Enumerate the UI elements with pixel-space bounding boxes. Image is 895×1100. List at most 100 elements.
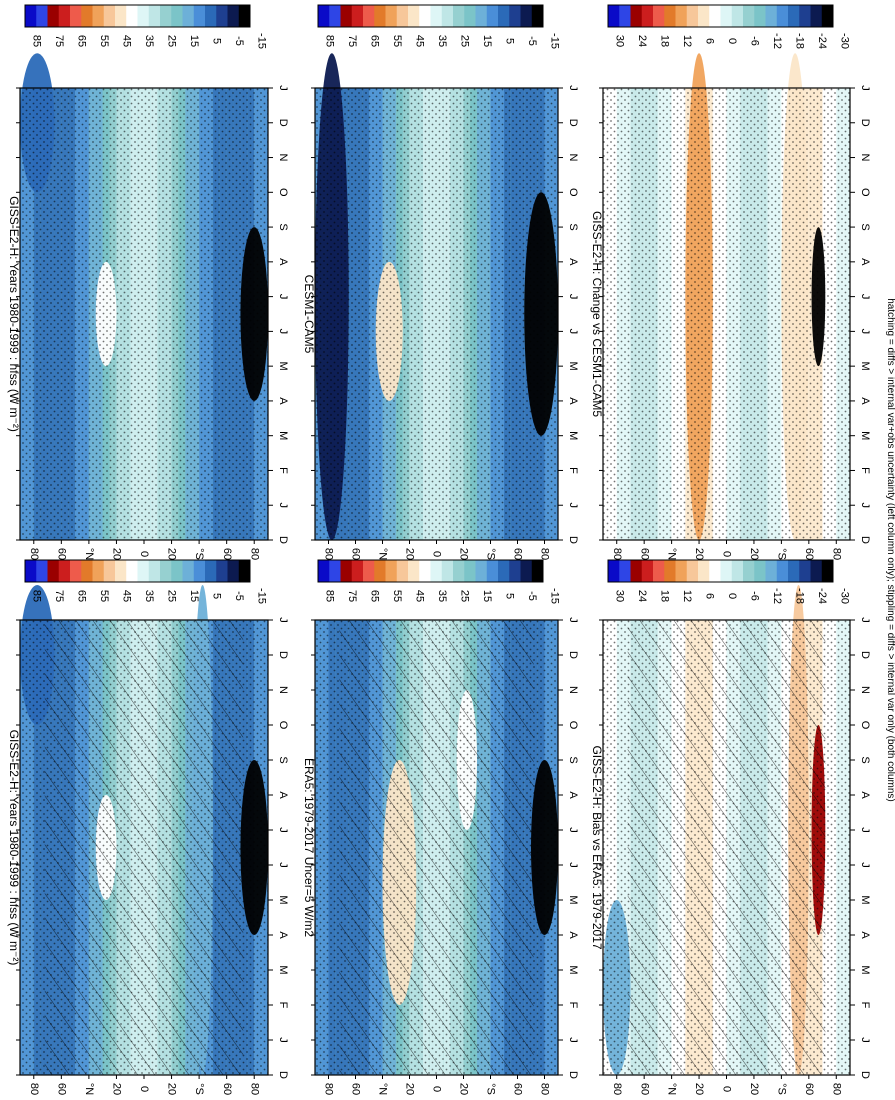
colorbar-swatch	[788, 5, 800, 27]
lat-label: 60	[803, 548, 815, 560]
lat-label: 0	[138, 551, 150, 557]
month-label: D	[277, 536, 289, 544]
colorbar-swatch	[171, 5, 183, 27]
month-label: F	[277, 1002, 289, 1009]
colorbar-label: -12	[771, 33, 783, 49]
colorbar-label: -15	[548, 33, 560, 49]
month-label: J	[859, 862, 871, 868]
colorbar-swatch	[486, 5, 499, 27]
panel-4: D J F M A M J J A S O N D J 80 60 °N 20 0 20 °S 60 80 GISS-E2-H…	[7, 53, 289, 560]
colorbar-label: 75	[53, 590, 65, 602]
month-label: O	[567, 188, 579, 197]
stippling	[315, 88, 558, 540]
month-label: D	[567, 536, 579, 544]
month-label: J	[277, 502, 289, 508]
colorbar-swatch	[408, 560, 420, 582]
colorbar-label: 5	[503, 593, 515, 599]
colorbar-label: -24	[816, 33, 828, 49]
lat-label: 60	[350, 548, 362, 560]
colorbar-swatch	[619, 560, 631, 582]
colorbar-label: 65	[75, 35, 87, 47]
month-label: A	[859, 931, 871, 939]
colorbar-swatch	[520, 5, 533, 27]
colorbar-swatch	[205, 5, 217, 27]
colorbar-label: 25	[458, 590, 470, 602]
colorbar-label: 55	[391, 590, 403, 602]
colorbar-swatch	[58, 5, 71, 27]
colorbar-label: 75	[53, 35, 65, 47]
month-label: J	[277, 862, 289, 868]
colorbar-swatch	[340, 560, 353, 582]
colorbar-frame	[607, 4, 834, 28]
colorbar-label: 55	[98, 35, 110, 47]
colorbar-label: 35	[436, 35, 448, 47]
lat-label: °N	[377, 1083, 389, 1095]
colorbar-swatch	[374, 5, 386, 27]
month-label: O	[277, 721, 289, 730]
colorbar-swatch	[810, 5, 823, 27]
colorbar-swatch	[630, 560, 643, 582]
colorbar-swatch	[619, 5, 631, 27]
lat-label: 80	[323, 1083, 335, 1095]
colorbar-label: 35	[143, 35, 155, 47]
lat-label: 80	[539, 1083, 551, 1095]
lat-label: 80	[830, 548, 842, 560]
colorbar-label: 65	[75, 590, 87, 602]
colorbar-label: -6	[748, 591, 760, 601]
colorbar-swatch	[318, 560, 330, 582]
colorbar-swatch	[464, 5, 476, 27]
colorbar-swatch	[329, 5, 341, 27]
month-label: F	[277, 467, 289, 474]
colorbar-label: 18	[658, 590, 670, 602]
lat-label: 0	[721, 1086, 733, 1092]
lat-label: 20	[693, 1083, 705, 1095]
month-label: O	[277, 188, 289, 197]
month-label: D	[277, 119, 289, 127]
colorbar-swatch	[788, 560, 800, 582]
colorbar-swatch	[453, 5, 465, 27]
colorbar-label: 5	[210, 593, 222, 599]
colorbar-label: 30	[613, 590, 625, 602]
colorbar-frame	[24, 4, 251, 28]
colorbar-swatch	[160, 560, 172, 582]
lat-label: 80	[248, 1083, 260, 1095]
colorbar-swatch	[531, 560, 544, 582]
colorbar-label: 45	[120, 590, 132, 602]
month-label: A	[567, 397, 579, 405]
lat-label: 80	[28, 1083, 40, 1095]
colorbar-frame	[607, 559, 834, 583]
colorbar-swatch	[675, 560, 688, 582]
colorbar-swatch	[148, 560, 161, 582]
lat-label: 60	[803, 1083, 815, 1095]
colorbar-swatch	[70, 560, 82, 582]
colorbar-swatch	[520, 560, 533, 582]
month-label: S	[567, 223, 579, 230]
colorbar-label: 15	[481, 35, 493, 47]
hatching	[44, 620, 244, 1075]
month-label: M	[277, 431, 289, 440]
lat-label: 0	[431, 551, 443, 557]
colorbar-swatch	[329, 560, 341, 582]
colorbar-swatch	[137, 560, 150, 582]
month-label: J	[859, 294, 871, 300]
colorbar-label: -18	[793, 588, 805, 604]
colorbar-swatch	[509, 5, 521, 27]
colorbar-swatch	[810, 560, 823, 582]
lat-label: 0	[721, 551, 733, 557]
colorbar-label: 15	[188, 35, 200, 47]
colorbar-swatch	[58, 560, 71, 582]
colorbar-frame	[24, 559, 251, 583]
lat-label: 20	[404, 1083, 416, 1095]
colorbar-swatch	[227, 560, 240, 582]
panel-6: D J F M A M J J A S O N D J 80 60 °N 20 0 20 °S 60 80 GISS-E2-H…	[590, 53, 871, 560]
month-label: J	[567, 1037, 579, 1043]
colorbar-swatch	[126, 5, 138, 27]
month-label: M	[859, 895, 871, 904]
lat-label: °S	[193, 1083, 205, 1095]
month-label: S	[567, 756, 579, 763]
lat-label: 80	[830, 1083, 842, 1095]
colorbar-swatch	[137, 5, 150, 27]
month-label: D	[567, 1071, 579, 1079]
colorbar-swatch	[216, 560, 228, 582]
